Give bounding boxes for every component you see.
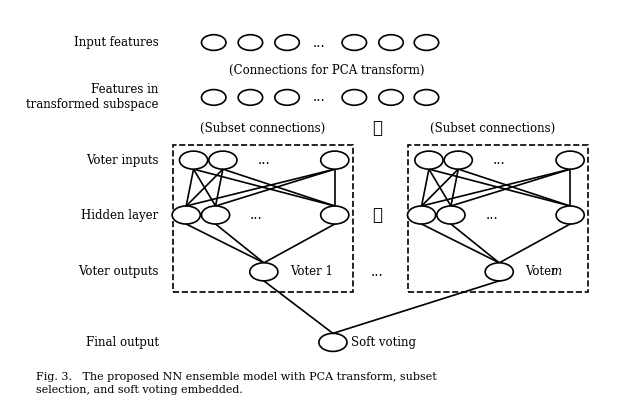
Circle shape [414,35,438,51]
Text: Voter outputs: Voter outputs [78,265,159,278]
Circle shape [342,90,367,105]
Circle shape [415,151,443,169]
Text: ...: ... [250,208,263,222]
Text: Soft voting: Soft voting [351,336,416,349]
Circle shape [408,206,436,224]
Circle shape [250,263,278,281]
Text: ...: ... [493,153,506,167]
Circle shape [319,334,347,351]
Text: Voter 1: Voter 1 [290,265,333,278]
Circle shape [238,35,262,51]
Text: ...: ... [257,153,270,167]
Circle shape [202,206,230,224]
Text: Fig. 3.   The proposed NN ensemble model with PCA transform, subset: Fig. 3. The proposed NN ensemble model w… [36,372,437,382]
Text: (Subset connections): (Subset connections) [431,122,556,135]
Circle shape [321,206,349,224]
Circle shape [179,151,207,169]
Circle shape [238,90,262,105]
Text: (Connections for PCA transform): (Connections for PCA transform) [229,64,424,76]
Circle shape [414,90,438,105]
Text: ...: ... [313,90,326,104]
Circle shape [321,151,349,169]
Text: Voter: Voter [525,265,561,278]
Text: (Subset connections): (Subset connections) [200,122,325,135]
Circle shape [379,90,403,105]
Text: ...: ... [313,35,326,49]
Text: selection, and soft voting embedded.: selection, and soft voting embedded. [36,385,243,395]
Text: ⋯: ⋯ [372,207,382,224]
Text: ...: ... [486,208,499,222]
Circle shape [437,206,465,224]
Circle shape [444,151,472,169]
Text: Final output: Final output [86,336,159,349]
Circle shape [556,151,584,169]
Circle shape [485,263,513,281]
Text: ⋯: ⋯ [372,120,382,137]
Text: Voter inputs: Voter inputs [86,154,159,167]
Circle shape [275,35,300,51]
Circle shape [379,35,403,51]
Circle shape [202,90,226,105]
Text: Input features: Input features [74,36,159,49]
Circle shape [342,35,367,51]
Circle shape [202,35,226,51]
Text: m: m [550,265,562,278]
Circle shape [209,151,237,169]
Circle shape [556,206,584,224]
Circle shape [275,90,300,105]
Text: ...: ... [371,265,383,279]
Text: Hidden layer: Hidden layer [81,209,159,222]
Text: Features in
transformed subspace: Features in transformed subspace [26,84,159,111]
Circle shape [172,206,200,224]
